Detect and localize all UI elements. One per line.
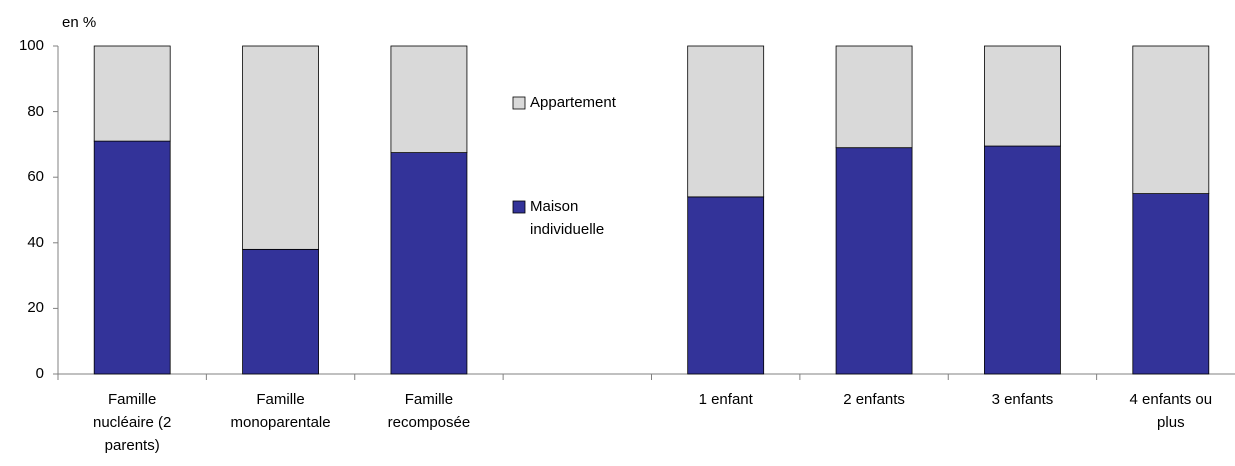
bar-segment [390, 45, 468, 153]
bar-segment [390, 152, 468, 375]
legend-swatch [512, 200, 526, 214]
legend-swatch [512, 96, 526, 110]
bar-segment [93, 140, 171, 375]
y-tick-label: 0 [35, 365, 44, 382]
y-tick-label: 80 [27, 102, 44, 120]
bar-segment [984, 45, 1061, 147]
bar-segment [687, 45, 765, 198]
x-tick-label: Famille nucléaire (2 parents) [92, 391, 172, 454]
bar-segment [687, 196, 765, 375]
x-tick-label: Famille monoparentale [230, 391, 331, 431]
bar-segment [835, 45, 913, 149]
bar-segment [835, 147, 913, 375]
x-tick-label: 2 enfants [843, 391, 905, 408]
legend-label: Appartement [530, 94, 616, 111]
unit-label: en % [62, 14, 97, 31]
x-tick-label: 1 enfant [698, 391, 753, 408]
bar-segment [242, 248, 319, 375]
bar-segment [1132, 45, 1210, 195]
y-tick-label: 20 [27, 299, 44, 317]
x-tick-label: 3 enfants [991, 391, 1054, 408]
x-tick-label: Famille recomposée [387, 391, 471, 431]
y-tick-label: 40 [27, 233, 44, 251]
x-tick-label: 4 enfants ou plus [1129, 391, 1213, 431]
y-tick-label: 100 [18, 37, 44, 54]
bar-segment [93, 45, 171, 142]
y-tick-label: 60 [27, 168, 44, 186]
bar-segment [1132, 193, 1210, 375]
bar-segment [984, 145, 1061, 375]
legend-label: Maison individuelle [530, 198, 605, 238]
bar-segment [242, 45, 319, 250]
